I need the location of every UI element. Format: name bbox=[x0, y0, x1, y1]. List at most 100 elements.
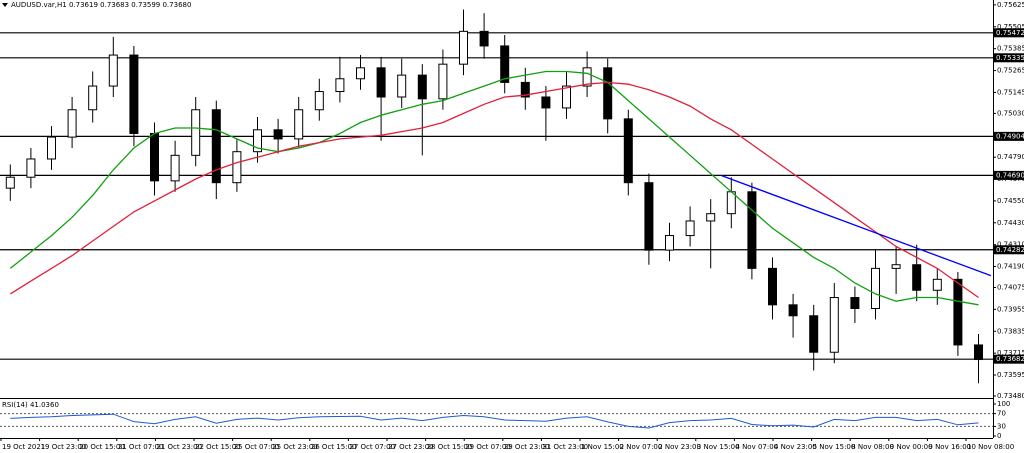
moving-average bbox=[9, 81, 979, 299]
candle-body bbox=[294, 109, 304, 140]
y-tick-label: 0.75145 bbox=[997, 88, 1024, 96]
candle-body bbox=[150, 132, 159, 182]
candle-body bbox=[335, 78, 345, 93]
x-tick-label: 19 Oct 2021 bbox=[2, 443, 45, 451]
y-tick-label: 0.75625 bbox=[997, 1, 1024, 9]
candle-body bbox=[768, 267, 777, 306]
level-label-box bbox=[994, 245, 1024, 255]
level-label-box bbox=[994, 28, 1024, 38]
candle-body bbox=[665, 235, 674, 251]
candle-body bbox=[603, 67, 613, 120]
y-tick-label: 0.74190 bbox=[997, 263, 1024, 271]
y-tick-label: 0.74430 bbox=[997, 219, 1024, 227]
x-tick-label: 21 Oct 07:00 bbox=[118, 443, 164, 451]
x-tick-label: 27 Oct 23:00 bbox=[388, 443, 434, 451]
candle-body bbox=[232, 151, 242, 184]
y-tick-label: 0.75265 bbox=[997, 67, 1024, 75]
x-tick-label: 3 Nov 15:00 bbox=[697, 443, 740, 451]
x-tick-label: 28 Oct 15:00 bbox=[427, 443, 473, 451]
y-tick-label: 0.74310 bbox=[997, 241, 1024, 249]
candle-body bbox=[129, 54, 139, 134]
y-tick-label: 0.74075 bbox=[997, 284, 1024, 292]
candle-body bbox=[26, 158, 36, 178]
rsi-tick-label: 0 bbox=[997, 432, 1001, 440]
x-tick-label: 5 Nov 15:00 bbox=[813, 443, 856, 451]
x-tick-label: 9 Nov 16:00 bbox=[928, 443, 971, 451]
x-tick-label: 1 Nov 15:00 bbox=[581, 443, 624, 451]
candle-body bbox=[47, 136, 56, 160]
x-tick-label: 22 Oct 15:00 bbox=[195, 443, 241, 451]
moving-average bbox=[9, 70, 979, 306]
candle-body bbox=[459, 30, 468, 65]
candle-body bbox=[953, 278, 963, 346]
candle-body bbox=[397, 74, 407, 98]
x-tick-label: 2 Nov 23:00 bbox=[658, 443, 701, 451]
candle-body bbox=[829, 297, 839, 353]
x-tick-label: 4 Nov 07:00 bbox=[735, 443, 778, 451]
rsi-tick-label: 70 bbox=[997, 410, 1006, 418]
candle-body bbox=[747, 191, 757, 269]
y-tick-label: 0.73715 bbox=[997, 349, 1024, 357]
x-tick-label: 10 Nov 08:00 bbox=[967, 443, 1014, 451]
x-tick-label: 31 Oct 23:00 bbox=[542, 443, 588, 451]
candle-body bbox=[88, 85, 98, 111]
x-tick-label: 29 Oct 07:00 bbox=[465, 443, 511, 451]
chart-title: AUDUSD.var,H1 0.73619 0.73683 0.73599 0.… bbox=[11, 1, 191, 9]
level-label: 0.73682 bbox=[996, 355, 1024, 363]
candle-body bbox=[356, 67, 365, 80]
candle-body bbox=[500, 45, 510, 83]
x-tick-label: 9 Nov 00:00 bbox=[890, 443, 933, 451]
candle-body bbox=[211, 109, 221, 184]
candle-body bbox=[871, 267, 880, 309]
x-tick-label: 29 Oct 23:00 bbox=[504, 443, 550, 451]
candle-body bbox=[479, 30, 489, 47]
trendline bbox=[720, 174, 992, 277]
rsi-line bbox=[10, 413, 979, 429]
candle-body bbox=[623, 118, 633, 184]
level-label: 0.75335 bbox=[996, 54, 1024, 62]
level-label-box bbox=[994, 170, 1024, 180]
x-tick-label: 27 Oct 07:00 bbox=[349, 443, 395, 451]
y-tick-label: 0.73595 bbox=[997, 371, 1024, 379]
candle-body bbox=[932, 278, 942, 291]
y-tick-label: 0.75030 bbox=[997, 109, 1024, 117]
level-label-box bbox=[994, 53, 1024, 63]
y-tick-label: 0.73480 bbox=[997, 392, 1024, 400]
level-label: 0.74282 bbox=[996, 246, 1024, 254]
candle-body bbox=[541, 96, 551, 109]
y-tick-label: 0.75505 bbox=[997, 23, 1024, 31]
candle-body bbox=[417, 74, 427, 100]
level-label: 0.74690 bbox=[996, 171, 1024, 179]
y-tick-label: 0.74550 bbox=[997, 197, 1024, 205]
y-tick-label: 0.74790 bbox=[997, 153, 1024, 161]
x-tick-label: 20 Oct 15:00 bbox=[79, 443, 125, 451]
rsi-tick-label: 30 bbox=[997, 422, 1006, 430]
candle-body bbox=[438, 63, 448, 100]
candle-body bbox=[891, 264, 901, 269]
x-tick-label: 26 Oct 15:00 bbox=[311, 443, 357, 451]
y-tick-label: 0.75385 bbox=[997, 45, 1024, 53]
candle-body bbox=[809, 315, 819, 353]
candle-body bbox=[582, 67, 592, 87]
menu-icon[interactable] bbox=[2, 3, 8, 7]
x-tick-label: 8 Nov 08:00 bbox=[851, 443, 894, 451]
candle-body bbox=[376, 67, 386, 98]
candle-body bbox=[273, 129, 283, 140]
candle-body bbox=[644, 182, 654, 251]
level-label: 0.74904 bbox=[996, 132, 1024, 140]
candle-body bbox=[520, 81, 530, 98]
level-label-box bbox=[994, 131, 1024, 141]
rsi-tick-label: 100 bbox=[997, 400, 1010, 408]
x-tick-label: 19 Oct 23:00 bbox=[41, 443, 87, 451]
x-tick-label: 25 Oct 23:00 bbox=[272, 443, 318, 451]
level-label-box bbox=[994, 354, 1024, 364]
x-tick-label: 4 Nov 23:00 bbox=[774, 443, 817, 451]
y-tick-label: 0.73955 bbox=[997, 305, 1024, 313]
candle-body bbox=[685, 220, 695, 237]
candle-body bbox=[253, 129, 262, 153]
candle-body bbox=[912, 264, 922, 291]
candle-body bbox=[67, 109, 77, 138]
